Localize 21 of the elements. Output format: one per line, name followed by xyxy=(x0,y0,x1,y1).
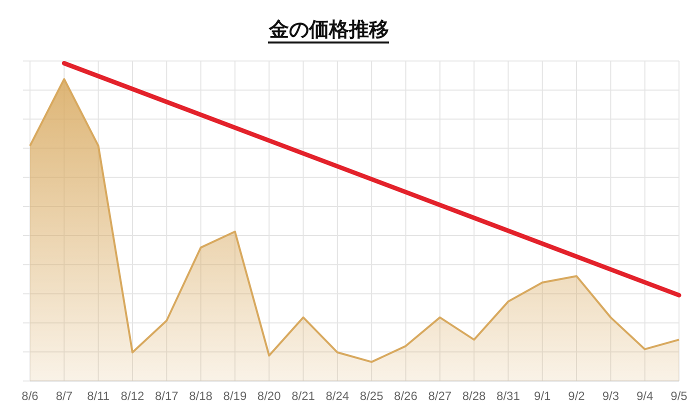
x-tick-label: 8/20 xyxy=(257,389,282,403)
x-tick-label: 8/31 xyxy=(496,389,520,403)
x-tick-label: 8/28 xyxy=(462,389,486,403)
x-tick-label: 8/7 xyxy=(56,389,73,403)
x-tick-label: 8/11 xyxy=(87,389,110,403)
x-tick-label: 9/3 xyxy=(602,389,620,403)
x-tick-label: 9/1 xyxy=(534,389,552,403)
x-tick-label: 8/12 xyxy=(120,389,144,403)
x-tick-label: 8/26 xyxy=(394,389,418,403)
x-tick-label: 8/19 xyxy=(223,389,247,403)
x-tick-label: 8/27 xyxy=(428,389,452,403)
x-tick-label: 8/6 xyxy=(22,389,39,403)
x-tick-label: 8/25 xyxy=(360,389,384,403)
x-tick-label: 8/18 xyxy=(189,389,213,403)
x-tick-label: 9/5 xyxy=(670,389,688,403)
x-tick-label: 9/4 xyxy=(636,389,654,403)
x-tick-label: 9/2 xyxy=(568,389,586,403)
x-tick-label: 8/21 xyxy=(292,389,316,403)
x-tick-label: 8/17 xyxy=(154,389,179,403)
chart-title: 金の価格推移 xyxy=(269,19,389,41)
x-tick-label: 8/24 xyxy=(326,389,350,403)
